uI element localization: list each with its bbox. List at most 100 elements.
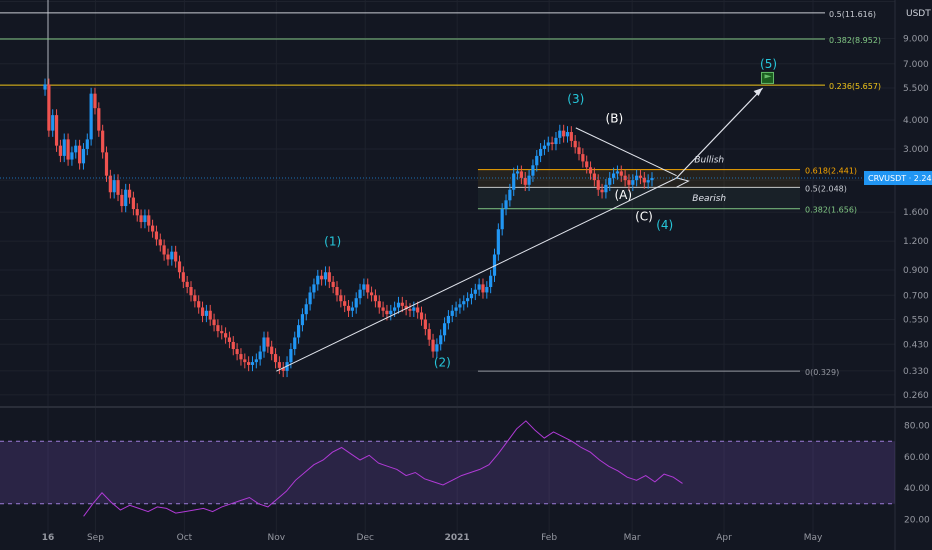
candle-body-106 xyxy=(450,310,454,316)
candle-body-46 xyxy=(220,331,224,334)
candle-body-7 xyxy=(70,152,74,160)
candle-body-94 xyxy=(404,305,408,310)
candle-body-17 xyxy=(108,175,112,193)
candle-body-21 xyxy=(124,189,128,207)
wave-label-7: (C) xyxy=(635,210,653,224)
candle-body-86 xyxy=(373,295,378,302)
candle-body-71 xyxy=(316,275,320,285)
wave-label-4: (5) xyxy=(760,57,777,71)
candle-body-13 xyxy=(93,93,97,109)
candle-body-79 xyxy=(346,305,351,311)
candle-body-8 xyxy=(74,145,78,153)
price-tick-9: 0.900 xyxy=(903,266,929,276)
candle-body-25 xyxy=(139,215,143,223)
candle-body-91 xyxy=(393,307,397,311)
candle-body-6 xyxy=(66,139,70,160)
candle-body-95 xyxy=(408,309,412,311)
candle-body-98 xyxy=(419,312,424,320)
candle-body-28 xyxy=(150,225,155,232)
candle-body-143 xyxy=(592,173,596,181)
candle-body-103 xyxy=(439,335,443,345)
candle-body-147 xyxy=(608,177,612,185)
candle-body-69 xyxy=(308,292,312,305)
candle-body-156 xyxy=(642,177,646,183)
projection-arrow-head xyxy=(753,88,763,97)
time-tick-9: May xyxy=(804,533,823,543)
candle-body-117 xyxy=(492,254,497,276)
candle-body-49 xyxy=(231,341,235,350)
drawings xyxy=(276,71,775,372)
candle-body-102 xyxy=(435,344,439,352)
candle-body-4 xyxy=(58,145,63,156)
fib-label-5: 0.382(1.656) xyxy=(805,206,857,215)
candle-body-65 xyxy=(293,337,297,350)
wave-label-1: (2) xyxy=(434,355,451,369)
candle-body-1 xyxy=(47,84,51,131)
triangle-top-line xyxy=(575,127,677,177)
candle-body-93 xyxy=(400,302,404,306)
last-price-label: CRVUSDT · 2.247 xyxy=(868,174,932,183)
price-tick-2: 7.000 xyxy=(903,60,929,70)
candle-body-130 xyxy=(542,145,547,149)
candle-body-75 xyxy=(331,281,335,287)
candle-body-141 xyxy=(585,161,589,168)
trend-line xyxy=(276,177,677,372)
price-tick-7: 1.600 xyxy=(903,208,929,218)
candle-body-122 xyxy=(512,173,516,190)
candle-body-10 xyxy=(81,148,86,164)
candle-body-127 xyxy=(531,165,535,176)
fib-label-0: 0.5(11.616) xyxy=(829,10,876,19)
price-tick-10: 0.700 xyxy=(903,291,929,301)
candle-body-134 xyxy=(558,130,562,138)
candle-body-64 xyxy=(289,349,293,363)
candle-body-144 xyxy=(596,180,600,190)
candle-body-44 xyxy=(212,319,216,326)
candle-body-9 xyxy=(78,145,82,164)
candle-body-101 xyxy=(431,339,435,352)
candle-body-146 xyxy=(604,184,608,193)
time-tick-8: Apr xyxy=(716,533,732,543)
price-axis[interactable]: USDT9.0007.0005.5004.0003.0002.2001.6001… xyxy=(0,9,932,401)
candle-body-132 xyxy=(550,142,554,145)
candle-body-121 xyxy=(508,189,512,201)
time-axis[interactable]: 16 Sep Oct Nov Dec 2021 Feb Mar Apr May xyxy=(42,533,823,543)
wave-labels: (1) (2) (3) (4) (5) (A) (B) (C) Bullish Bearish xyxy=(324,57,777,369)
candle-body-12 xyxy=(89,93,93,140)
candle-body-57 xyxy=(262,337,266,352)
candle-body-158 xyxy=(650,178,654,181)
price-tick-3: 5.500 xyxy=(903,84,929,94)
wave-label-6: (B) xyxy=(606,112,624,126)
candle-body-89 xyxy=(385,310,389,315)
candle-body-22 xyxy=(127,189,132,198)
candle-body-152 xyxy=(627,180,631,185)
candle-body-140 xyxy=(581,154,585,162)
candle-body-29 xyxy=(154,231,159,240)
wave-label-5: (A) xyxy=(614,188,632,202)
candle-body-58 xyxy=(266,337,270,347)
time-tick-3: Nov xyxy=(268,533,286,543)
candle-body-82 xyxy=(358,289,362,299)
candle-body-113 xyxy=(477,284,481,290)
candle-body-33 xyxy=(170,251,174,260)
candle-body-109 xyxy=(462,301,466,305)
candle-body-110 xyxy=(466,298,470,302)
fib-label-6: 0(0.329) xyxy=(805,368,839,377)
price-tick-4: 4.000 xyxy=(903,116,929,126)
candle-body-27 xyxy=(147,215,151,226)
candle-body-136 xyxy=(565,132,570,137)
candle-body-85 xyxy=(369,292,374,296)
time-tick-4: Dec xyxy=(357,533,374,543)
candle-body-115 xyxy=(485,286,489,293)
candle-body-120 xyxy=(504,200,508,210)
candle-body-59 xyxy=(270,346,274,355)
candle-body-83 xyxy=(362,284,366,290)
candle-body-129 xyxy=(539,148,543,156)
candle-body-104 xyxy=(442,323,447,336)
zone-label-0: Bullish xyxy=(694,156,724,166)
candle-body-119 xyxy=(500,209,504,230)
candle-body-78 xyxy=(343,301,347,306)
candle-body-155 xyxy=(638,175,643,178)
candle-body-45 xyxy=(216,325,220,332)
candle-body-68 xyxy=(304,304,308,315)
